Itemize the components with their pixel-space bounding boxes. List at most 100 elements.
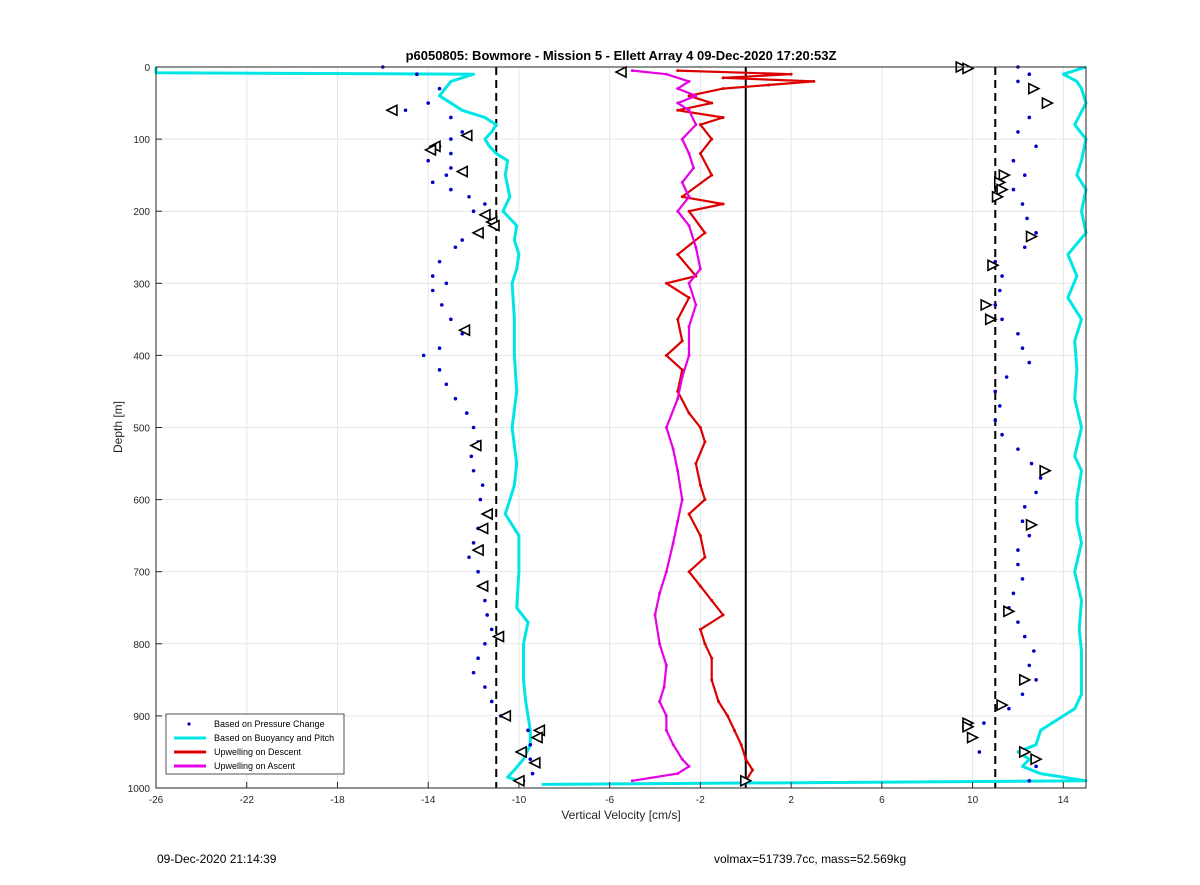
ascent-marker bbox=[962, 720, 975, 734]
based-on-pressure-change-descent-point bbox=[449, 115, 453, 120]
based-on-pressure-change-descent-point bbox=[421, 353, 426, 358]
descent-marker bbox=[471, 543, 484, 557]
upwelling-on-ascent-point bbox=[664, 663, 668, 667]
upwelling-on-descent-point bbox=[732, 728, 736, 732]
upwelling-on-ascent-point bbox=[676, 209, 680, 213]
based-on-pressure-change-ascent-point bbox=[1022, 634, 1027, 639]
legend-entry-ascent: Upwelling on Ascent bbox=[174, 761, 296, 771]
based-on-pressure-change-descent-point bbox=[478, 497, 483, 502]
based-on-pressure-change-descent-point bbox=[476, 656, 480, 661]
based-on-pressure-change-descent-point bbox=[453, 396, 458, 401]
y-tick-label: 700 bbox=[133, 568, 150, 579]
based-on-pressure-change-ascent-point bbox=[1016, 447, 1020, 451]
upwelling-on-descent-point bbox=[687, 411, 691, 415]
based-on-pressure-change-ascent-point bbox=[1016, 548, 1020, 552]
upwelling-on-ascent-point bbox=[658, 591, 662, 595]
upwelling-on-descent-point bbox=[698, 152, 702, 156]
upwelling-on-descent-point bbox=[717, 699, 721, 703]
based-on-pressure-change-ascent-point bbox=[1032, 649, 1036, 653]
based-on-pressure-change-descent-point bbox=[467, 555, 471, 560]
based-on-pressure-change-ascent-point bbox=[982, 721, 986, 725]
upwelling-on-ascent-point bbox=[687, 108, 691, 112]
based-on-pressure-change-descent-point bbox=[449, 317, 453, 322]
based-on-pressure-change-ascent-point bbox=[1020, 692, 1025, 697]
based-on-pressure-change-ascent-point bbox=[1025, 216, 1029, 221]
based-on-pressure-change-descent-point bbox=[449, 187, 453, 192]
descent-marker bbox=[471, 226, 484, 240]
upwelling-on-descent-point bbox=[739, 743, 743, 747]
descent-marker bbox=[469, 439, 482, 452]
based-on-pressure-change-descent-point bbox=[444, 281, 449, 286]
upwelling-on-ascent-point bbox=[676, 772, 680, 776]
ascent-marker bbox=[1028, 82, 1041, 95]
based-on-pressure-change-descent-point bbox=[437, 86, 442, 91]
based-on-pressure-change-ascent-point bbox=[1020, 519, 1025, 524]
upwelling-on-descent-point bbox=[721, 613, 725, 617]
ascent-marker bbox=[962, 62, 975, 75]
footer-glider-params: volmax=51739.7cc, mass=52.569kg bbox=[714, 852, 907, 866]
y-tick-label: 1000 bbox=[128, 784, 151, 795]
upwelling-on-descent-point bbox=[680, 368, 684, 372]
based-on-pressure-change-descent-point bbox=[449, 137, 453, 141]
upwelling-on-descent-point bbox=[687, 570, 691, 574]
based-on-pressure-change-ascent-point bbox=[1034, 231, 1038, 235]
descent-marker bbox=[514, 745, 527, 759]
ascent-marker bbox=[996, 698, 1009, 712]
legend: Based on Pressure Change Based on Buoyan… bbox=[165, 713, 345, 775]
legend-entry-descent: Upwelling on Descent bbox=[174, 747, 302, 757]
based-on-buoyancy-and-pitch-ascent-line bbox=[541, 65, 1088, 786]
upwelling-on-ascent-point bbox=[680, 757, 684, 761]
based-on-pressure-change-ascent-point bbox=[1000, 274, 1004, 278]
legend-label-buoyancy: Based on Buoyancy and Pitch bbox=[214, 733, 334, 743]
upwelling-on-ascent-point bbox=[687, 325, 691, 329]
upwelling-on-descent-point bbox=[676, 252, 680, 256]
based-on-pressure-change-ascent-point bbox=[1000, 432, 1004, 437]
based-on-pressure-change-descent-point bbox=[437, 259, 442, 264]
upwelling-on-descent-point bbox=[664, 281, 668, 285]
based-on-pressure-change-descent-point bbox=[471, 670, 476, 675]
based-on-pressure-change-descent-point bbox=[460, 130, 465, 134]
based-on-pressure-change-ascent-point bbox=[977, 750, 982, 754]
upwelling-on-ascent-point bbox=[687, 764, 691, 768]
based-on-pressure-change-ascent-point bbox=[1011, 187, 1016, 192]
ascent-marker bbox=[1003, 605, 1016, 618]
based-on-pressure-change-descent-point bbox=[483, 642, 487, 646]
ascent-marker bbox=[984, 313, 998, 326]
y-tick-label: 600 bbox=[133, 496, 150, 507]
upwelling-on-ascent-point bbox=[653, 613, 657, 617]
based-on-pressure-change-descent-point bbox=[471, 468, 476, 473]
marker-layer bbox=[385, 60, 1055, 788]
descent-marker bbox=[498, 709, 512, 723]
y-tick-label: 200 bbox=[133, 207, 150, 218]
upwelling-on-ascent-point bbox=[630, 69, 634, 73]
upwelling-on-descent-point bbox=[687, 209, 691, 213]
upwelling-on-descent-point bbox=[721, 202, 725, 206]
upwelling-on-descent-point bbox=[680, 195, 684, 199]
upwelling-on-descent-point bbox=[698, 123, 702, 127]
upwelling-on-ascent-point bbox=[664, 426, 668, 429]
y-tick-label: 400 bbox=[133, 351, 150, 362]
x-tick-label: -22 bbox=[240, 795, 255, 806]
based-on-pressure-change-ascent-point bbox=[1022, 173, 1027, 177]
based-on-pressure-change-descent-point bbox=[464, 411, 469, 415]
upwelling-on-descent-point bbox=[680, 339, 684, 343]
descent-marker bbox=[475, 522, 489, 535]
upwelling-on-ascent-point bbox=[676, 87, 680, 91]
based-on-pressure-change-descent-point bbox=[469, 454, 474, 459]
ascent-marker bbox=[1030, 752, 1043, 766]
upwelling-on-descent-point bbox=[698, 584, 702, 588]
upwelling-on-descent-point bbox=[676, 108, 680, 112]
ascent-marker bbox=[966, 731, 980, 744]
upwelling-on-ascent-point bbox=[671, 541, 675, 545]
based-on-pressure-change-descent-point bbox=[415, 72, 419, 77]
based-on-pressure-change-ascent-point bbox=[1027, 115, 1032, 120]
y-tick-label: 800 bbox=[133, 640, 150, 651]
x-tick-label: -18 bbox=[330, 795, 345, 806]
descent-marker bbox=[530, 731, 543, 744]
upwelling-on-ascent-point bbox=[680, 375, 684, 379]
surface-marker bbox=[614, 65, 627, 79]
upwelling-on-descent-point bbox=[710, 656, 714, 660]
upwelling-on-descent-point bbox=[710, 678, 714, 682]
y-tick-label: 900 bbox=[133, 712, 150, 723]
upwelling-on-descent-point bbox=[698, 426, 702, 429]
